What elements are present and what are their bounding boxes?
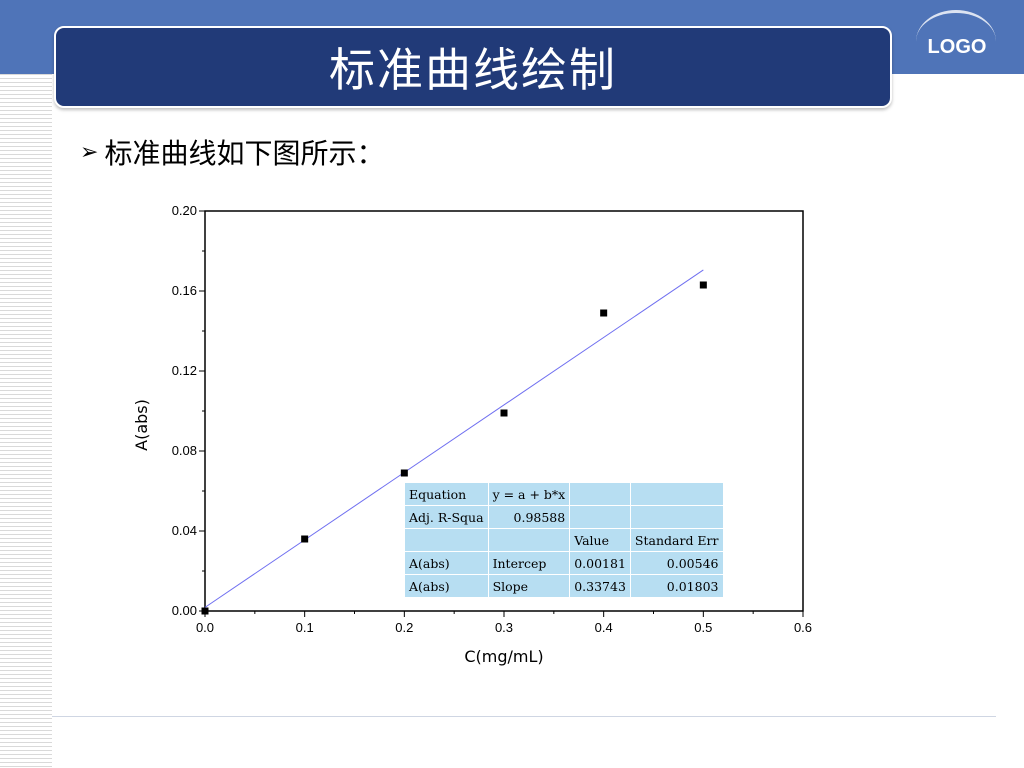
y-tick-label: 0.08 <box>172 443 197 458</box>
fit-table-cell: Value <box>569 528 631 552</box>
fit-results-table: Equation y = a + b*x Adj. R-Squa 0.98588 Val… <box>404 482 724 598</box>
logo-text: LOGO <box>927 36 987 58</box>
data-point <box>301 535 309 543</box>
slide-title: 标准曲线绘制 <box>329 43 617 97</box>
arrow-bullet-icon: ➢ <box>80 139 99 165</box>
y-tick-label: 0.12 <box>172 363 197 378</box>
y-tick-label: 0.20 <box>172 203 197 218</box>
fit-table-row: Adj. R-Squa 0.98588 <box>404 505 724 529</box>
fit-table-cell <box>629 505 724 529</box>
fit-table-cell: y = a + b*x <box>487 482 571 506</box>
data-point <box>201 607 209 615</box>
fit-table-cell <box>487 528 571 552</box>
fit-table-row: A(abs) Intercep 0.00181 0.00546 <box>404 551 724 575</box>
data-point <box>500 409 508 417</box>
fit-table-cell <box>404 528 489 552</box>
fit-table-cell: Intercep <box>487 551 571 575</box>
fit-table-cell: 0.00546 <box>629 551 724 575</box>
x-tick-label: 0.0 <box>196 620 214 635</box>
fit-table-row: A(abs) Slope 0.33743 0.01803 <box>404 574 724 598</box>
logo-arc-icon <box>916 10 996 73</box>
fit-table-cell: Slope <box>487 574 571 598</box>
x-tick-label: 0.1 <box>296 620 314 635</box>
data-point <box>400 469 408 477</box>
fit-table-cell: Standard Err <box>629 528 724 552</box>
fit-table-cell <box>569 482 631 506</box>
x-tick-label: 0.5 <box>694 620 712 635</box>
fit-table-cell: 0.01803 <box>629 574 724 598</box>
x-tick-label: 0.2 <box>395 620 413 635</box>
title-box: 标准曲线绘制 <box>54 26 892 108</box>
data-point <box>699 281 707 289</box>
fit-table-cell: A(abs) <box>404 574 489 598</box>
x-tick-label: 0.4 <box>595 620 613 635</box>
fit-table-cell: 0.98588 <box>487 505 571 529</box>
data-point <box>600 309 608 317</box>
x-tick-label: 0.3 <box>495 620 513 635</box>
y-tick-label: 0.04 <box>172 523 197 538</box>
left-stripe-decoration <box>0 74 52 768</box>
bullet-item: ➢ 标准曲线如下图所示： <box>80 132 384 172</box>
y-tick-label: 0.00 <box>172 603 197 618</box>
x-tick-label: 0.6 <box>794 620 812 635</box>
fit-table-cell <box>629 482 724 506</box>
chart-plot: 0.0 0.1 0.2 0.3 0.4 0.5 0.6 0.00 0.04 0.08 0.12 0.1… <box>132 203 812 666</box>
logo: LOGO <box>914 10 1000 72</box>
fit-table-row: Value Standard Err <box>404 528 724 552</box>
fit-table-cell: Adj. R-Squa <box>404 505 489 529</box>
fit-table-cell <box>569 505 631 529</box>
fit-line <box>204 269 704 608</box>
x-axis-title: C(mg/mL) <box>464 647 543 666</box>
fit-table-cell: Equation <box>404 482 489 506</box>
y-tick-label: 0.16 <box>172 283 197 298</box>
bullet-text: 标准曲线如下图所示： <box>104 137 385 170</box>
fit-table-cell: A(abs) <box>404 551 489 575</box>
footer-divider <box>52 716 996 717</box>
fit-table-cell: 0.33743 <box>569 574 631 598</box>
fit-table-row: Equation y = a + b*x <box>404 482 724 506</box>
fit-table-cell: 0.00181 <box>569 551 631 575</box>
y-axis-title: A(abs) <box>132 399 151 451</box>
